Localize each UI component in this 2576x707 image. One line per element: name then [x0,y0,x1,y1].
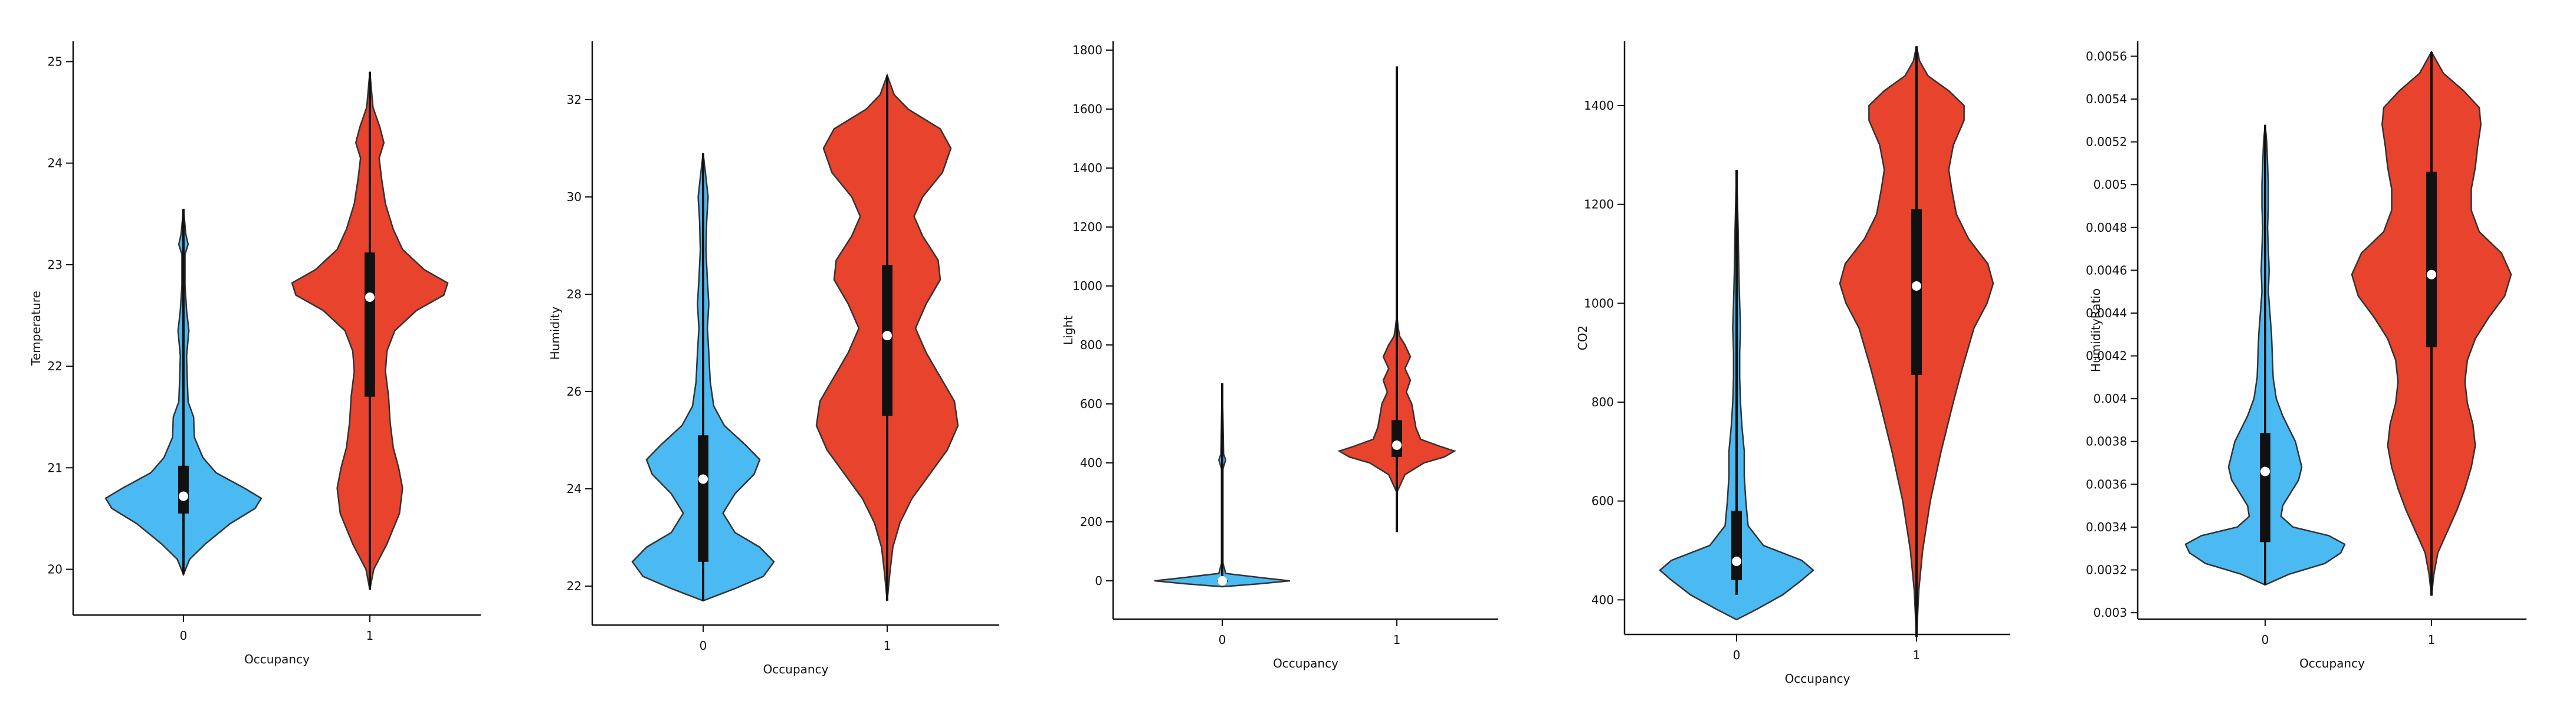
x-axis-label: Occupancy [1785,672,1850,686]
y-tick-label: 30 [567,190,582,204]
y-axis-label: Temperature [29,291,43,366]
iqr-box-occupancy-1 [365,252,375,397]
y-tick-label: 22 [48,359,63,373]
x-axis-label: Occupancy [244,652,310,666]
y-tick-label: 0.0036 [2086,477,2127,491]
violin-panel-temperature: 20 21 22 23 24 25 Temperature 0 1 Occupancy [29,41,481,666]
y-tick-label: 0.0052 [2086,135,2127,149]
y-axis-label: HumidityRatio [2089,288,2103,372]
y-tick-label: 1600 [1072,102,1102,116]
y-tick-label: 26 [567,384,582,399]
violin-panel-light: 0 200 400 600 800 1000 1200 1400 1600 1800 Light 0 1… [1061,41,1498,670]
x-tick-label: 0 [700,639,707,653]
y-tick-label: 0.005 [2093,177,2127,192]
y-tick-label: 1400 [1584,98,1614,113]
y-tick-label: 1000 [1584,296,1614,310]
y-tick-label: 400 [1080,456,1102,470]
iqr-box-occupancy-0 [178,465,189,514]
x-tick-label: 1 [1393,633,1401,647]
median-dot-occupancy-0 [179,491,188,501]
violin-panel-humidity: 22 24 26 28 30 32 Humidity 0 1 Occupancy [548,41,999,676]
median-dot-occupancy-0 [1218,576,1227,586]
median-dot-occupancy-1 [1912,281,1921,291]
iqr-box-occupancy-1 [2426,172,2437,348]
y-tick-label: 23 [48,258,63,272]
x-tick-label: 1 [884,639,891,653]
y-tick-label: 0.0032 [2086,563,2127,577]
iqr-box-occupancy-0 [698,435,708,562]
y-tick-label: 200 [1080,515,1102,529]
y-axis-label: Light [1061,315,1075,345]
violin-panel-co2: 400 600 800 1000 1200 1400 CO2 0 1 Occupancy [1576,41,2010,686]
x-axis-label: Occupancy [1273,656,1338,670]
x-tick-label: 0 [2262,633,2269,647]
y-tick-label: 600 [1591,494,1614,508]
y-axis-label: CO2 [1576,325,1590,350]
median-dot-occupancy-1 [365,292,375,302]
y-tick-label: 24 [48,156,63,170]
x-tick-label: 1 [2428,633,2436,647]
y-tick-label: 1000 [1072,279,1102,293]
y-tick-label: 0.004 [2093,392,2127,406]
y-tick-label: 1400 [1072,161,1102,175]
y-tick-label: 0 [1095,574,1102,588]
y-tick-label: 0.0044 [2086,306,2127,320]
y-tick-label: 400 [1591,593,1614,607]
median-dot-occupancy-1 [1392,440,1402,450]
y-tick-label: 21 [48,461,63,475]
y-tick-label: 600 [1080,397,1102,411]
x-tick-label: 1 [1913,648,1921,662]
y-tick-label: 0.003 [2093,606,2127,620]
y-tick-label: 1200 [1584,198,1614,212]
y-tick-label: 0.0054 [2086,92,2127,106]
x-tick-label: 0 [1733,648,1741,662]
y-tick-label: 1200 [1072,220,1102,234]
y-tick-label: 22 [567,579,582,593]
y-tick-label: 0.0056 [2086,49,2127,63]
iqr-box-occupancy-0 [1731,511,1742,580]
median-dot-occupancy-0 [1732,556,1741,566]
y-tick-label: 24 [567,482,582,496]
median-dot-occupancy-0 [2260,466,2270,476]
median-dot-occupancy-0 [698,474,708,484]
y-axis-label: Humidity [548,306,562,360]
y-tick-label: 28 [567,287,582,301]
x-tick-label: 1 [366,629,374,643]
iqr-box-occupancy-1 [882,265,892,416]
x-axis-label: Occupancy [2299,656,2365,670]
iqr-box-occupancy-1 [1392,420,1402,457]
x-axis-label: Occupancy [763,662,829,676]
median-dot-occupancy-1 [882,331,892,341]
y-tick-label: 1800 [1072,43,1102,57]
violin-panel-humidityratio: 0.003 0.0032 0.0034 0.0036 0.0038 0.004 0.0042… [2086,41,2526,670]
x-tick-label: 0 [180,629,188,643]
y-tick-label: 800 [1591,395,1614,409]
y-tick-label: 0.0038 [2086,435,2127,449]
x-tick-label: 0 [1219,633,1226,647]
y-tick-label: 0.0046 [2086,263,2127,277]
y-tick-label: 0.0042 [2086,349,2127,363]
y-tick-label: 32 [567,93,582,107]
y-tick-label: 0.0034 [2086,520,2127,534]
y-tick-label: 20 [48,563,63,577]
median-dot-occupancy-1 [2427,269,2436,279]
iqr-box-occupancy-1 [1911,209,1922,375]
y-tick-label: 25 [48,54,63,68]
y-tick-label: 800 [1080,338,1102,352]
iqr-box-occupancy-0 [2260,433,2270,542]
y-tick-label: 0.0048 [2086,221,2127,235]
